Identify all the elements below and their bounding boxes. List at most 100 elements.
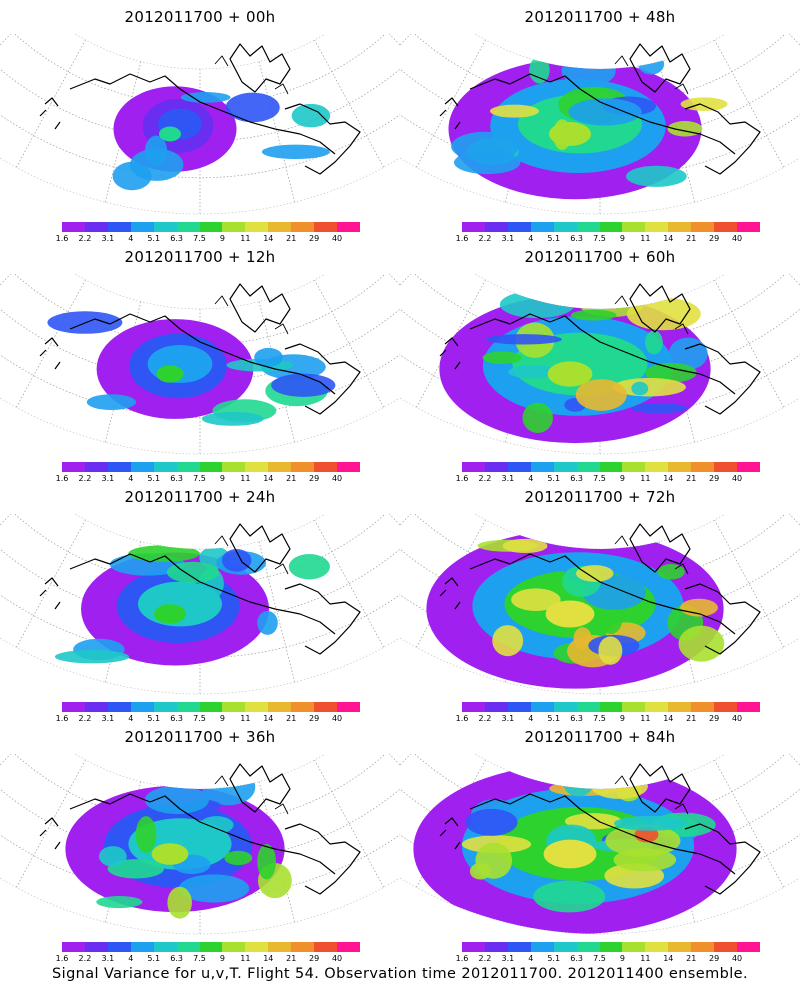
- colorbar-swatch: [268, 222, 292, 232]
- colorbar-swatch: [153, 702, 177, 712]
- colorbar-tick-label: 21: [286, 234, 297, 243]
- colorbar-swatch: [130, 222, 154, 232]
- colorbar-swatch: [530, 942, 554, 952]
- colorbar-tick-label: 40: [331, 234, 343, 243]
- colorbar-swatch: [507, 222, 531, 232]
- colorbar: [62, 942, 360, 952]
- colorbar-tick-label: 1.6: [55, 234, 69, 243]
- colorbar-swatch: [222, 702, 246, 712]
- colorbar-swatch: [645, 702, 669, 712]
- colorbar-swatch: [130, 942, 154, 952]
- colorbar-swatch: [553, 462, 577, 472]
- colorbar-tick-label: 2.2: [78, 954, 92, 963]
- figure-caption: Signal Variance for u,v,T. Flight 54. Ob…: [52, 966, 748, 982]
- colorbar: [62, 462, 360, 472]
- colorbar-swatch: [462, 222, 485, 232]
- colorbar-swatch: [691, 462, 715, 472]
- panel-title: 2012011700 + 24h: [124, 488, 276, 506]
- colorbar-tick-label: 4: [128, 234, 134, 243]
- colorbar-swatch: [107, 702, 131, 712]
- colorbar-tick-label: 14: [263, 234, 274, 243]
- graticule-lines: [0, 34, 400, 214]
- colorbar-tick-label: 14: [663, 714, 674, 723]
- colorbar-swatch: [314, 222, 338, 232]
- coastlines: [439, 523, 761, 655]
- coastlines: [439, 43, 761, 175]
- colorbar-tick-label: 4: [128, 954, 134, 963]
- colorbar-ticks: 1.6 2.2 3.1 4 5.1 6.3 7.5 9 11 14 21 29 40: [440, 474, 780, 486]
- map-panel: 2012011700 + 36h 1.6 2.2 3.1 4 5.1 6.3 7.5 9 11 14…: [0, 720, 400, 963]
- colorbar-tick-label: 40: [331, 474, 343, 483]
- colorbar-swatch: [737, 222, 760, 232]
- colorbar-swatch: [737, 462, 760, 472]
- colorbar-tick-label: 7.5: [193, 474, 206, 483]
- colorbar-tick-label: 14: [663, 234, 674, 243]
- colorbar-tick-label: 29: [709, 714, 720, 723]
- colorbar-swatch: [176, 462, 200, 472]
- colorbar-tick-label: 9: [219, 954, 225, 963]
- coastlines: [39, 763, 361, 895]
- colorbar-swatch: [691, 702, 715, 712]
- colorbar-tick-label: 29: [709, 234, 720, 243]
- panel-title: 2012011700 + 48h: [524, 8, 676, 26]
- colorbar-swatch: [507, 702, 531, 712]
- polar-map: [0, 514, 400, 695]
- colorbar-swatch: [622, 942, 646, 952]
- colorbar-tick-label: 14: [263, 474, 274, 483]
- colorbar-tick-label: 11: [240, 714, 251, 723]
- colorbar-swatch: [714, 222, 738, 232]
- colorbar-tick-label: 11: [640, 234, 651, 243]
- panel-title: 2012011700 + 84h: [524, 728, 676, 746]
- variance-field: [439, 290, 711, 444]
- colorbar-tick-label: 3.1: [101, 474, 115, 483]
- map-panel: 2012011700 + 48h 1.6 2.2 3.1 4 5.1 6.3 7.5 9 11 14…: [400, 0, 800, 243]
- colorbar-tick-label: 11: [240, 474, 251, 483]
- colorbar-swatch: [668, 222, 692, 232]
- colorbar-swatch: [268, 702, 292, 712]
- colorbar-tick-label: 11: [640, 474, 651, 483]
- colorbar-swatch: [576, 462, 600, 472]
- colorbar-tick-label: 1.6: [55, 714, 69, 723]
- colorbar-tick-label: 3.1: [501, 954, 515, 963]
- colorbar-tick-label: 4: [528, 714, 534, 723]
- colorbar-swatch: [668, 942, 692, 952]
- colorbar-tick-label: 1.6: [455, 954, 469, 963]
- colorbar-swatch: [714, 702, 738, 712]
- colorbar-swatch: [314, 462, 338, 472]
- colorbar-tick-label: 40: [331, 714, 343, 723]
- colorbar-swatch: [245, 942, 269, 952]
- colorbar-swatch: [84, 222, 108, 232]
- colorbar-swatch: [576, 942, 600, 952]
- variance-field: [426, 529, 725, 689]
- colorbar-swatch: [737, 702, 760, 712]
- colorbar-tick-label: 6.3: [570, 954, 583, 963]
- variance-field: [413, 763, 737, 934]
- colorbar-tick-label: 2.2: [78, 474, 92, 483]
- colorbar-swatch: [622, 222, 646, 232]
- colorbar-tick-label: 21: [686, 954, 697, 963]
- colorbar-swatch: [530, 702, 554, 712]
- colorbar-tick-label: 5.1: [547, 954, 561, 963]
- colorbar-tick-label: 21: [286, 954, 297, 963]
- colorbar: [462, 702, 760, 712]
- colorbar-swatch: [199, 222, 223, 232]
- colorbar-tick-label: 3.1: [101, 954, 115, 963]
- colorbar-tick-label: 9: [619, 474, 625, 483]
- colorbar-swatch: [199, 702, 223, 712]
- colorbar-tick-label: 5.1: [547, 714, 561, 723]
- colorbar-tick-label: 11: [640, 954, 651, 963]
- colorbar-ticks: 1.6 2.2 3.1 4 5.1 6.3 7.5 9 11 14 21 29 40: [40, 234, 380, 246]
- coastlines: [39, 523, 361, 655]
- colorbar-tick-label: 1.6: [455, 474, 469, 483]
- colorbar-swatch: [576, 702, 600, 712]
- colorbar-tick-label: 6.3: [570, 234, 583, 243]
- colorbar-tick-label: 9: [219, 474, 225, 483]
- colorbar-tick-label: 4: [128, 474, 134, 483]
- colorbar-tick-label: 21: [686, 474, 697, 483]
- colorbar-tick-label: 7.5: [193, 234, 206, 243]
- colorbar-swatch: [199, 462, 223, 472]
- colorbar-tick-label: 11: [640, 714, 651, 723]
- colorbar-swatch: [222, 222, 246, 232]
- colorbar-swatch: [130, 702, 154, 712]
- colorbar-tick-label: 5.1: [147, 474, 161, 483]
